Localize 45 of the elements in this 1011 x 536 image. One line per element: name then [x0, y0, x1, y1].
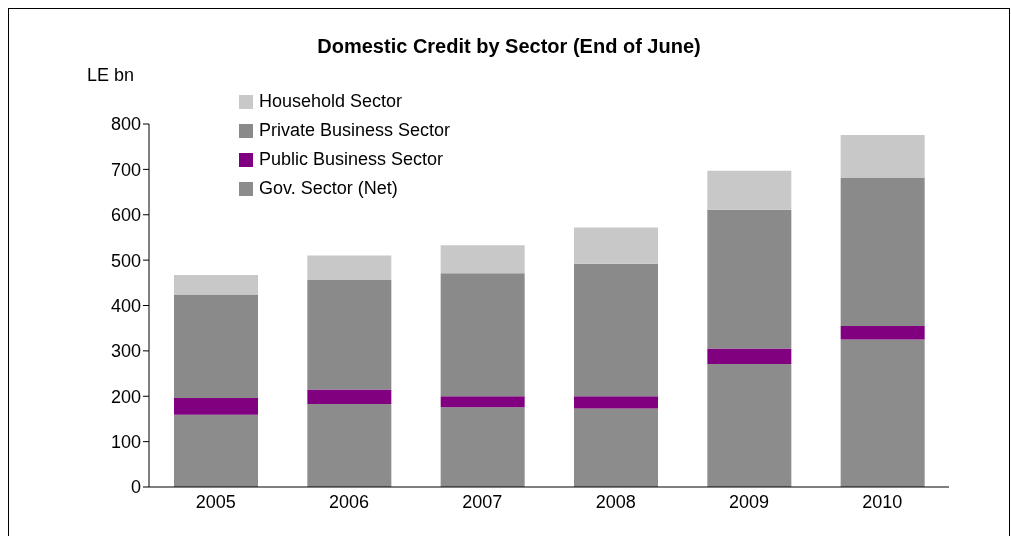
y-tick-label: 500	[110, 250, 141, 271]
bar	[307, 389, 392, 404]
legend-label: Private Business Sector	[259, 120, 451, 141]
x-tick-label: 2005	[195, 491, 236, 512]
bar	[707, 364, 792, 487]
bar	[174, 275, 258, 295]
y-tick-label: 800	[110, 114, 141, 135]
legend-label: Household Sector	[259, 91, 403, 112]
bar	[840, 339, 925, 487]
bar	[707, 170, 792, 210]
y-tick-label: 700	[110, 159, 141, 180]
bar	[707, 348, 792, 365]
bar	[440, 407, 525, 487]
y-tick-label: 400	[110, 295, 141, 316]
bar	[440, 396, 525, 408]
x-tick-label: 2007	[462, 491, 503, 512]
x-tick-label: 2006	[328, 491, 370, 512]
y-tick-label: 300	[110, 341, 141, 362]
bar	[574, 227, 658, 264]
y-tick-label: 100	[110, 432, 141, 453]
x-tick-label: 2010	[862, 491, 903, 512]
y-tick-label: 200	[110, 386, 141, 407]
bar	[307, 403, 392, 487]
bar	[840, 134, 925, 178]
bar	[840, 325, 925, 340]
bar	[574, 396, 658, 409]
bar	[440, 245, 525, 274]
bar	[174, 414, 258, 487]
bar	[574, 263, 658, 397]
bar	[707, 209, 792, 349]
bar	[574, 408, 658, 487]
y-tick-label: 0	[130, 477, 141, 498]
bar	[307, 255, 392, 281]
y-axis-title: LE bn	[87, 65, 135, 86]
legend-label: Gov. Sector (Net)	[259, 178, 398, 199]
bar	[307, 280, 392, 390]
y-tick-label: 600	[110, 205, 141, 226]
x-tick-label: 2009	[728, 491, 770, 512]
x-tick-label: 2008	[595, 491, 636, 512]
bar	[840, 177, 925, 326]
legend-label: Public Business Sector	[259, 149, 444, 170]
bar	[440, 273, 525, 397]
chart-title: Domestic Credit by Sector (End of June)	[316, 35, 702, 58]
bar	[174, 294, 258, 399]
bar	[174, 398, 258, 415]
